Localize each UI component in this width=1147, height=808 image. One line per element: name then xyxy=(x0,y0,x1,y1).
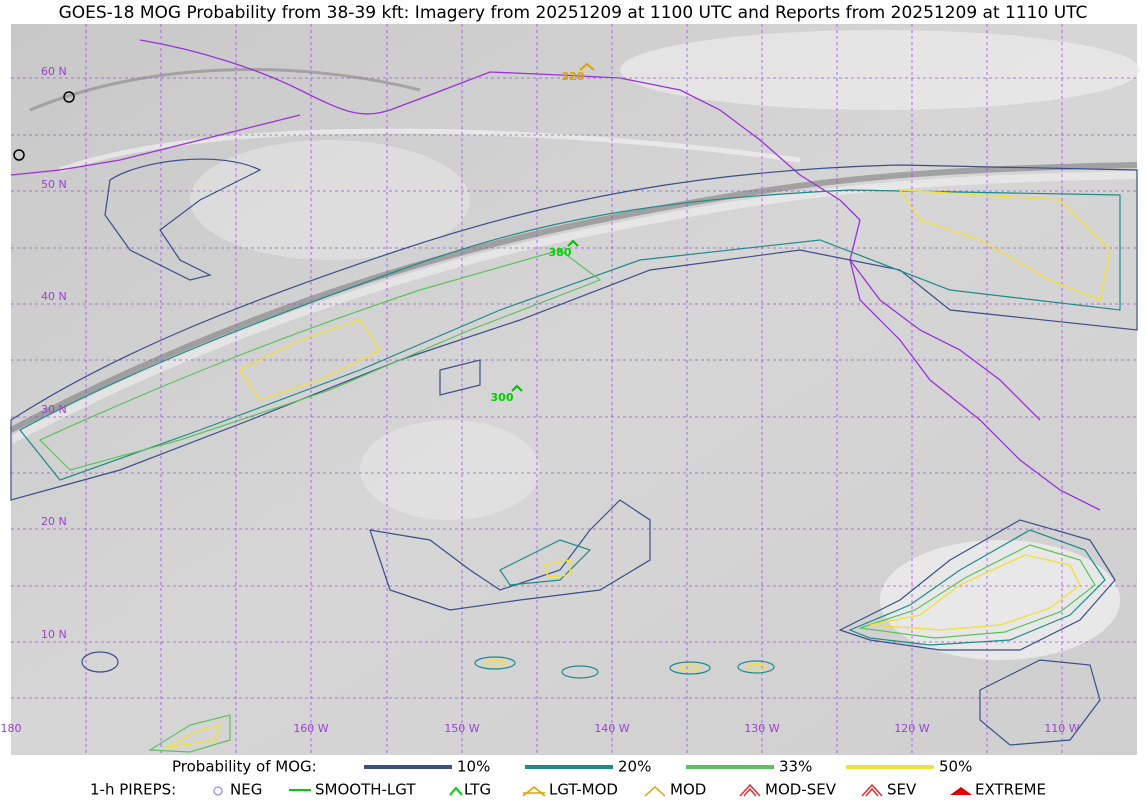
legend-item: SEV xyxy=(887,781,917,799)
lon-label: 130 W xyxy=(744,722,779,735)
legend: Probability of MOG: 10% 20% 33% 50% 1-h … xyxy=(90,758,1046,799)
lon-label: 160 W xyxy=(293,722,328,735)
probability-contours xyxy=(10,158,1138,753)
coastlines xyxy=(10,39,1101,511)
legend-item: EXTREME xyxy=(975,781,1046,799)
lat-label: 50 N xyxy=(41,178,67,191)
lon-label: 110 W xyxy=(1044,722,1079,735)
lat-label: 30 N xyxy=(41,403,67,416)
lon-label: 150 W xyxy=(444,722,479,735)
legend-item: NEG xyxy=(230,781,262,799)
legend-item: 10% xyxy=(457,758,490,776)
legend-item: LGT-MOD xyxy=(549,781,618,799)
lat-label: 10 N xyxy=(41,628,67,641)
lon-label: 120 W xyxy=(894,722,929,735)
title: GOES-18 MOG Probability from 38-39 kft: … xyxy=(59,3,1088,23)
legend-item: MOD-SEV xyxy=(765,781,837,799)
lat-label: 40 N xyxy=(41,290,67,303)
pirep-markers xyxy=(13,62,595,392)
pirep-label: 380 xyxy=(549,246,572,259)
lat-label: 20 N xyxy=(41,515,67,528)
lon-label: 140 W xyxy=(594,722,629,735)
lon-label: 180 xyxy=(1,722,22,735)
legend-item: SMOOTH-LGT xyxy=(315,781,416,799)
map: 320 380 300 60 N 50 N 40 N 30 N 20 N 10 … xyxy=(1,24,1140,755)
grid xyxy=(11,24,1137,755)
pirep-label: 320 xyxy=(562,70,585,83)
lat-label: 60 N xyxy=(41,65,67,78)
legend-item: 50% xyxy=(939,758,972,776)
legend-title: Probability of MOG: xyxy=(172,758,317,776)
legend-item: MOD xyxy=(670,781,706,799)
legend-item: 33% xyxy=(779,758,812,776)
legend-item: 20% xyxy=(618,758,651,776)
pirep-label: 300 xyxy=(491,391,514,404)
legend-title: 1-h PIREPS: xyxy=(90,781,176,799)
legend-item: LTG xyxy=(464,781,491,799)
